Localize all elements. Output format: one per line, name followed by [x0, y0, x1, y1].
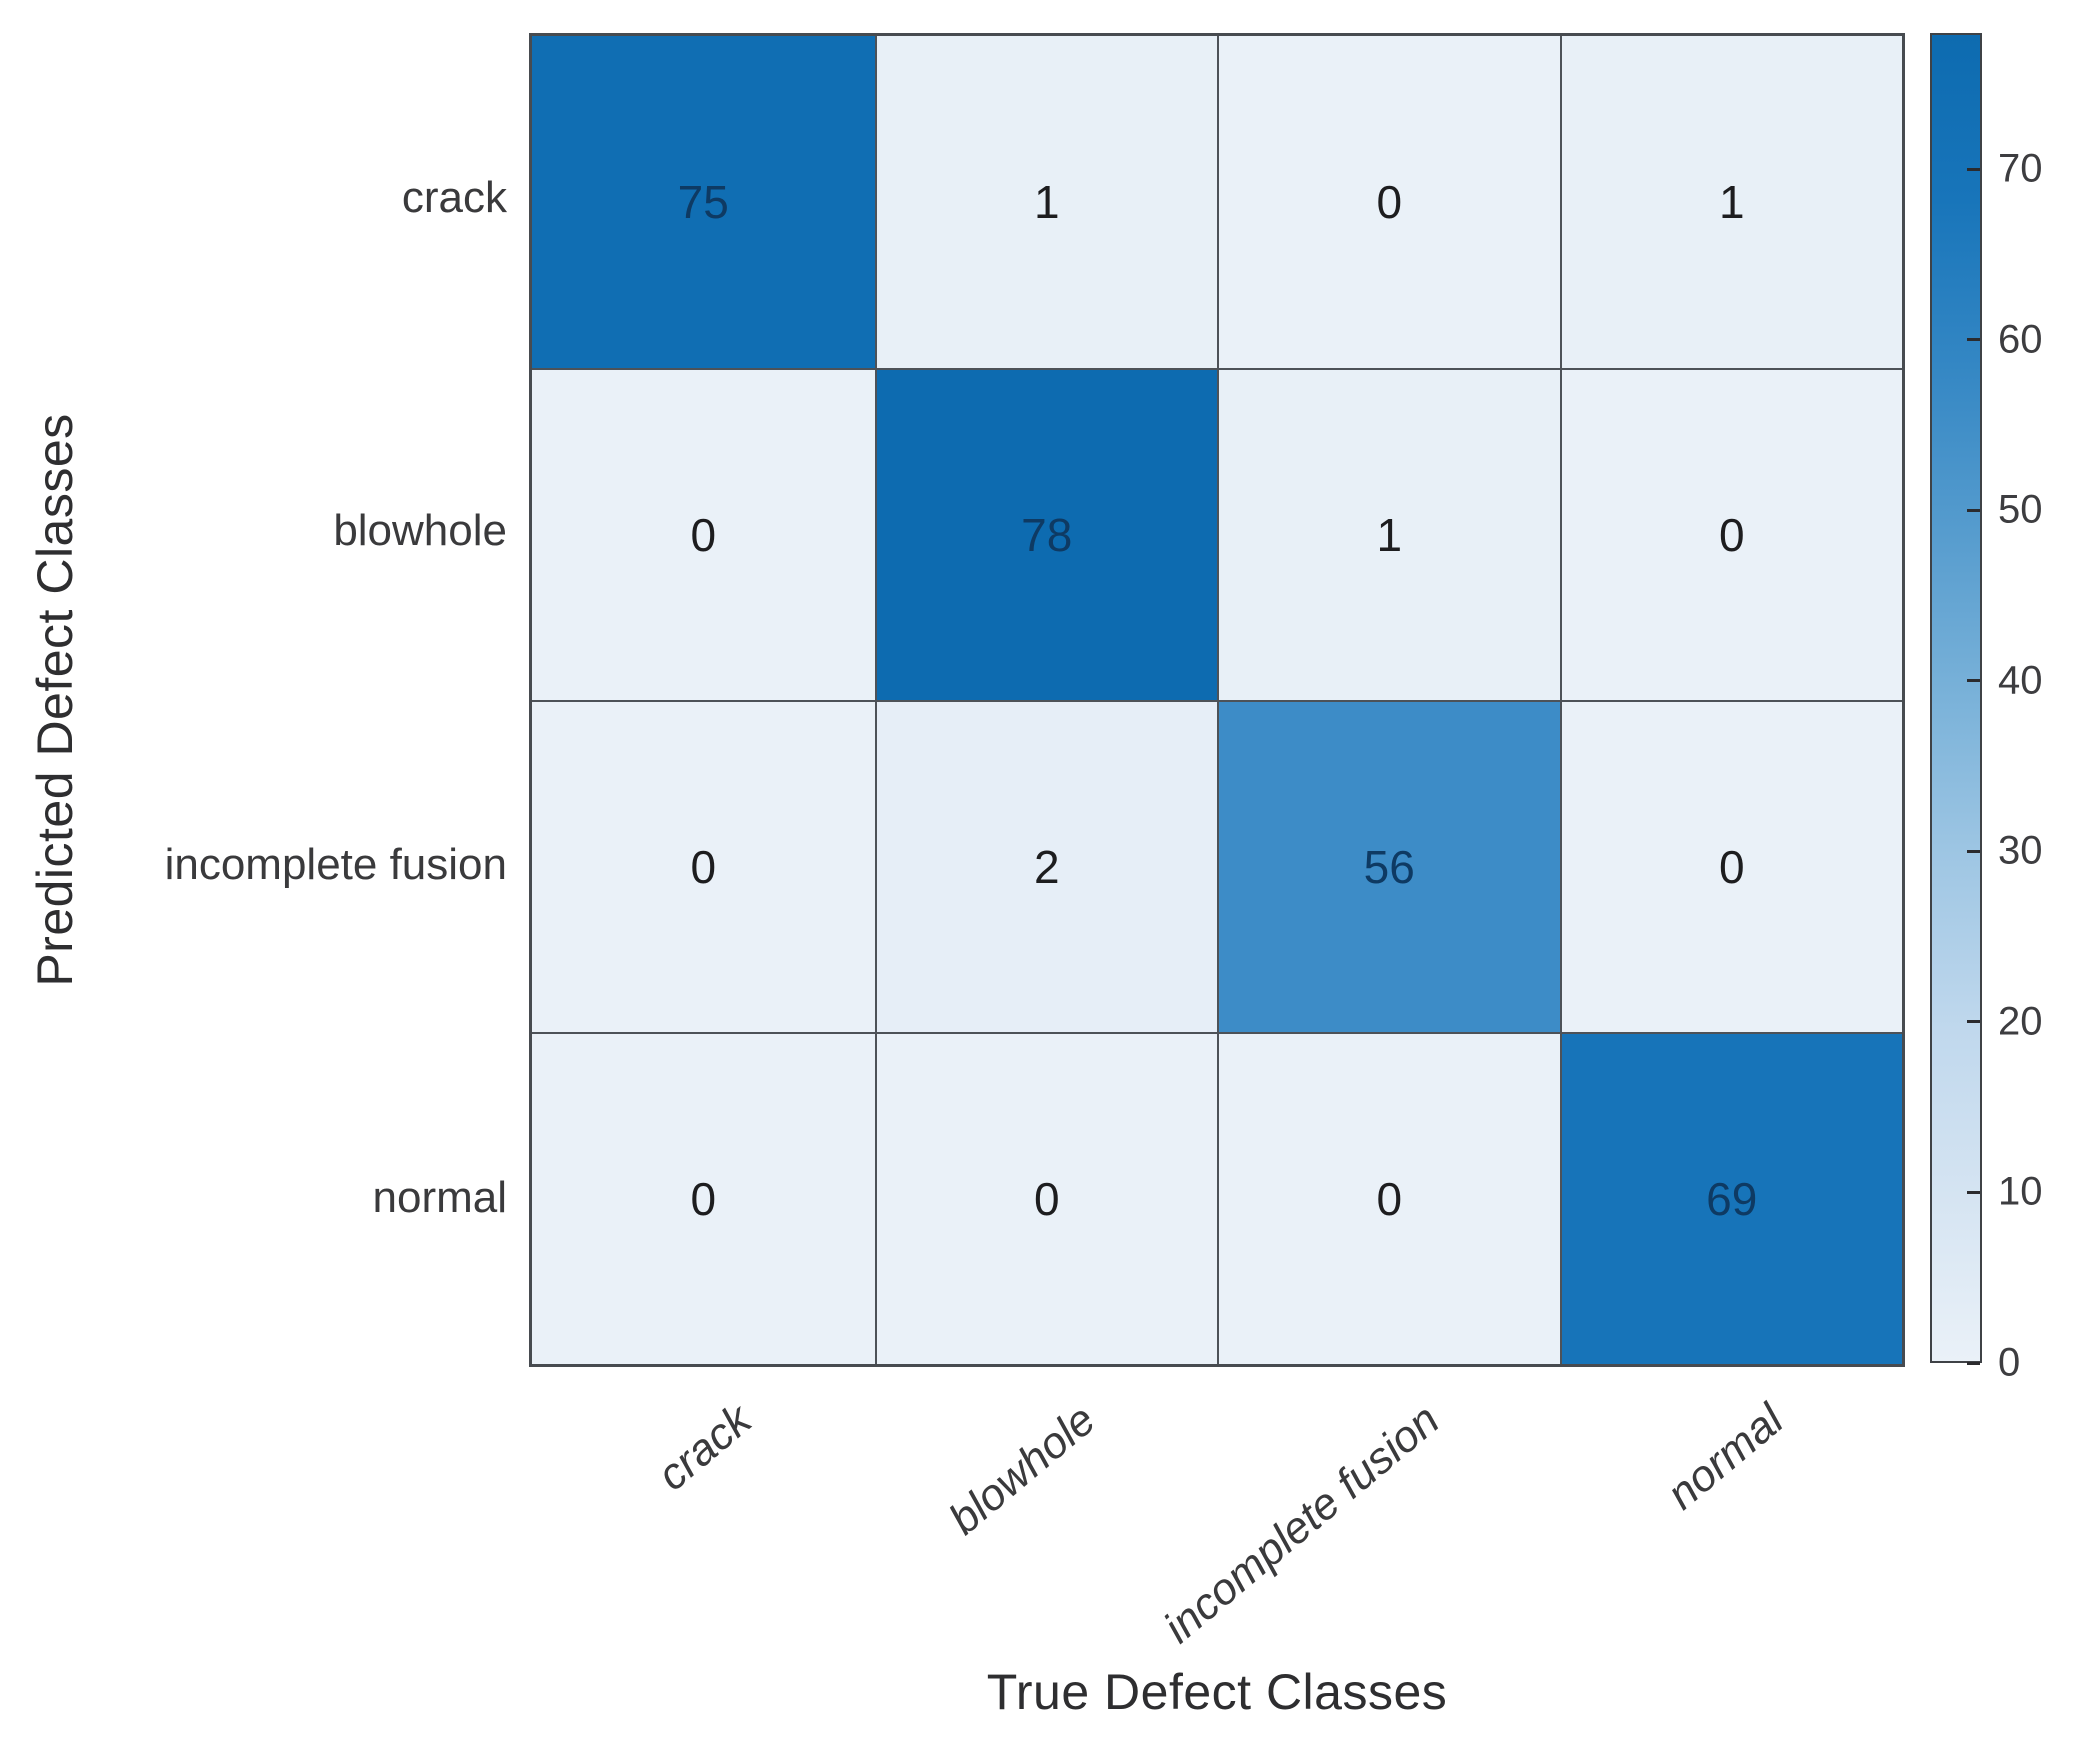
- cell-crack-blowhole: 1: [874, 36, 1217, 368]
- cell-value: 2: [1033, 841, 1060, 893]
- cell-crack-crack: 75: [532, 36, 875, 368]
- x-tick-label-normal: normal: [1657, 1395, 1793, 1519]
- colorbar-tick-label: 0: [1998, 1340, 2021, 1385]
- colorbar-tick-mark: [1967, 508, 1980, 512]
- cell-value: 69: [1706, 1173, 1758, 1225]
- cell-value: 78: [1021, 509, 1073, 561]
- cell-blowhole-blowhole: 78: [874, 368, 1217, 700]
- heatmap-grid: 75 1 0 1 0 78 1 0 0 2 56 0 0 0 0 69: [529, 33, 1905, 1367]
- cell-normal-incomplete-fusion: 0: [1217, 1032, 1560, 1364]
- colorbar-tick-label: 30: [1998, 828, 2043, 873]
- cell-value: 1: [1718, 176, 1745, 228]
- cell-value: 75: [677, 176, 729, 228]
- cell-incomplete-fusion-normal: 0: [1559, 700, 1902, 1032]
- colorbar-tick-mark: [1967, 1190, 1980, 1194]
- cell-blowhole-normal: 0: [1559, 368, 1902, 700]
- colorbar-tick-label: 60: [1998, 317, 2043, 362]
- cell-value: 0: [1376, 176, 1403, 228]
- colorbar-tick-mark: [1967, 1020, 1980, 1024]
- cell-blowhole-crack: 0: [532, 368, 875, 700]
- colorbar-tick-label: 50: [1998, 487, 2043, 532]
- cell-value: 56: [1363, 841, 1415, 893]
- colorbar-tick-mark: [1967, 1361, 1980, 1365]
- cell-value: 0: [690, 509, 717, 561]
- cell-value: 0: [1376, 1173, 1403, 1225]
- cell-incomplete-fusion-incomplete-fusion: 56: [1217, 700, 1560, 1032]
- cell-normal-normal: 69: [1559, 1032, 1902, 1364]
- x-tick-label-crack: crack: [648, 1395, 761, 1501]
- y-axis-title: Predicted Defect Classes: [27, 413, 83, 987]
- cell-value: 1: [1033, 176, 1060, 228]
- y-tick-label-blowhole: blowhole: [333, 506, 507, 556]
- colorbar-tick-label: 70: [1998, 146, 2043, 191]
- colorbar-tick-mark: [1967, 167, 1980, 171]
- x-axis-title: True Defect Classes: [986, 1664, 1448, 1720]
- colorbar-tick-mark: [1967, 679, 1980, 683]
- y-tick-label-incomplete-fusion: incomplete fusion: [164, 839, 507, 889]
- cell-crack-incomplete-fusion: 0: [1217, 36, 1560, 368]
- colorbar-tick-label: 40: [1998, 658, 2043, 703]
- colorbar-tick-label: 10: [1998, 1169, 2043, 1214]
- cell-blowhole-incomplete-fusion: 1: [1217, 368, 1560, 700]
- cell-value: 0: [1718, 509, 1745, 561]
- cell-value: 0: [1718, 841, 1745, 893]
- cell-value: 0: [690, 1173, 717, 1225]
- cell-crack-normal: 1: [1559, 36, 1902, 368]
- cell-value: 0: [690, 841, 717, 893]
- cell-incomplete-fusion-crack: 0: [532, 700, 875, 1032]
- x-tick-label-blowhole: blowhole: [939, 1395, 1105, 1545]
- cell-normal-crack: 0: [532, 1032, 875, 1364]
- colorbar-tick-label: 20: [1998, 999, 2043, 1044]
- cell-value: 1: [1376, 509, 1403, 561]
- cell-normal-blowhole: 0: [874, 1032, 1217, 1364]
- x-tick-label-incomplete-fusion: incomplete fusion: [1154, 1395, 1449, 1653]
- y-tick-label-crack: crack: [401, 172, 507, 222]
- colorbar-tick-mark: [1967, 849, 1980, 853]
- cell-incomplete-fusion-blowhole: 2: [874, 700, 1217, 1032]
- y-tick-label-normal: normal: [372, 1173, 508, 1223]
- colorbar-tick-mark: [1967, 338, 1980, 342]
- colorbar-gradient: [1932, 35, 1980, 1361]
- colorbar: [1930, 33, 1982, 1363]
- cell-value: 0: [1033, 1173, 1060, 1225]
